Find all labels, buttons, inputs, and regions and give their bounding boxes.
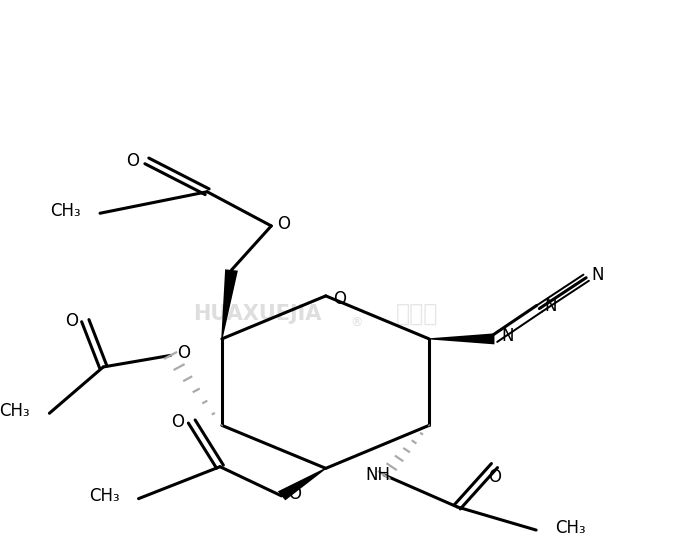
Text: O: O xyxy=(288,485,301,503)
Text: O: O xyxy=(278,215,290,233)
Text: O: O xyxy=(488,468,501,485)
Text: O: O xyxy=(177,344,190,362)
Text: CH₃: CH₃ xyxy=(0,402,30,420)
Text: 化学加: 化学加 xyxy=(396,302,439,326)
Text: N: N xyxy=(592,266,604,284)
Polygon shape xyxy=(429,333,495,344)
Text: HUAXUEJIA: HUAXUEJIA xyxy=(193,304,321,324)
Polygon shape xyxy=(278,468,326,500)
Text: CH₃: CH₃ xyxy=(50,202,81,220)
Polygon shape xyxy=(221,269,238,339)
Text: O: O xyxy=(334,290,346,307)
Text: O: O xyxy=(126,152,140,170)
Text: N: N xyxy=(545,297,557,315)
Text: N: N xyxy=(501,327,514,345)
Text: CH₃: CH₃ xyxy=(89,488,119,505)
Text: CH₃: CH₃ xyxy=(555,519,586,537)
Text: NH: NH xyxy=(365,466,390,484)
Text: ®: ® xyxy=(350,316,363,329)
Text: O: O xyxy=(171,413,184,430)
Text: O: O xyxy=(65,312,78,329)
